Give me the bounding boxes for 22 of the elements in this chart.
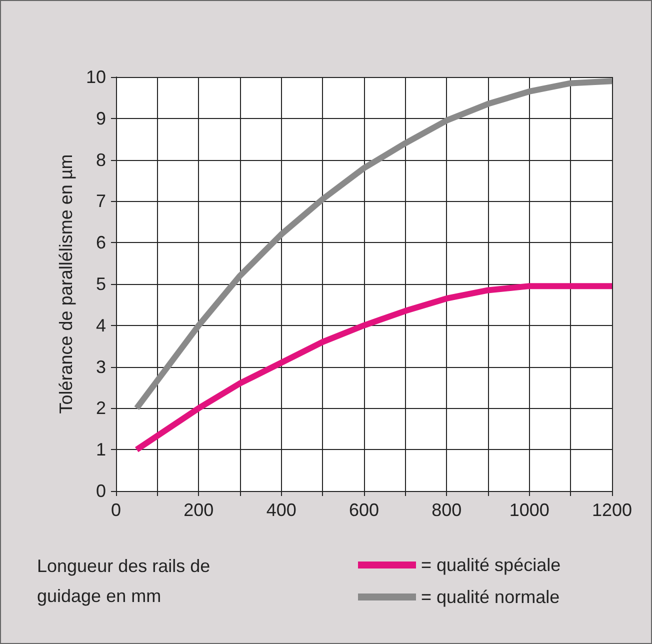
y-tick-label: 9 — [96, 108, 106, 128]
legend-label: = qualité spéciale — [421, 555, 561, 575]
y-tick-label: 7 — [96, 191, 106, 212]
legend-label: = qualité normale — [421, 587, 560, 607]
x-tick-label: 1200 — [592, 500, 632, 520]
x-tick-label: 800 — [432, 500, 462, 520]
x-tick-label: 1000 — [509, 500, 550, 520]
y-tick-label: 8 — [96, 150, 106, 170]
y-tick-label: 5 — [96, 274, 106, 294]
x-tick-label: 0 — [110, 500, 122, 520]
y-axis-title: Tolérance de parallélisme en µm — [56, 154, 76, 414]
y-tick-label: 2 — [96, 398, 106, 418]
y-tick-label: 10 — [86, 67, 106, 87]
x-tick-label: 600 — [348, 500, 380, 520]
x-axis-title: Longueur des rails de guidage en mm — [37, 556, 216, 606]
x-tick-label: 200 — [184, 500, 214, 520]
y-tick-label: 4 — [96, 315, 106, 336]
y-tick-label: 1 — [96, 440, 106, 460]
x-tick-label: 400 — [266, 500, 296, 520]
y-tick-label: 0 — [96, 481, 106, 501]
y-tick-label: 3 — [96, 356, 106, 377]
y-tick-label: 6 — [96, 232, 106, 253]
